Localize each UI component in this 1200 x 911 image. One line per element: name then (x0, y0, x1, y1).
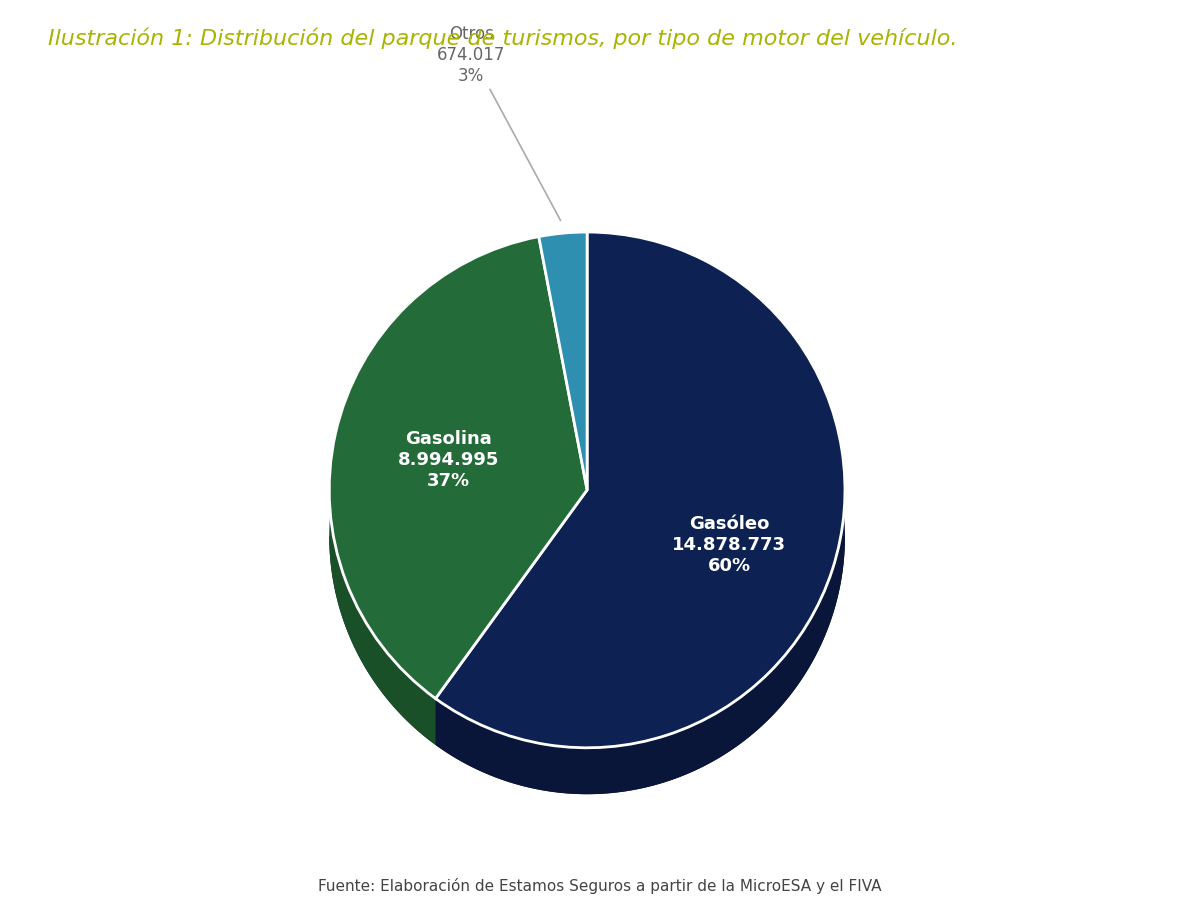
Polygon shape (436, 233, 845, 794)
Text: Ilustración 1: Distribución del parque de turismos, por tipo de motor del vehícu: Ilustración 1: Distribución del parque d… (48, 27, 958, 49)
Wedge shape (329, 238, 587, 699)
Text: Fuente: Elaboración de Estamos Seguros a partir de la MicroESA y el FIVA: Fuente: Elaboración de Estamos Seguros a… (318, 876, 882, 893)
Text: Gasóleo
14.878.773
60%: Gasóleo 14.878.773 60% (672, 515, 786, 574)
Wedge shape (436, 233, 845, 748)
Polygon shape (329, 537, 845, 794)
Text: Gasolina
8.994.995
37%: Gasolina 8.994.995 37% (398, 430, 499, 489)
Text: Otros
674.017
3%: Otros 674.017 3% (437, 26, 560, 221)
Wedge shape (539, 233, 587, 490)
Polygon shape (329, 238, 539, 745)
Polygon shape (539, 233, 587, 283)
